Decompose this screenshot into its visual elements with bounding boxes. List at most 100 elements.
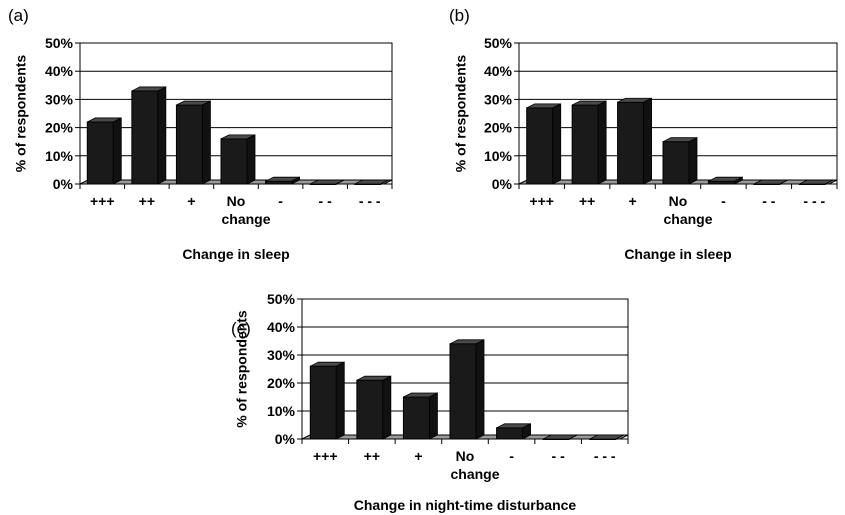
y-tick-label: 40% (267, 319, 296, 335)
bar-side (552, 103, 562, 185)
bar (175, 100, 211, 185)
bar-front (617, 101, 645, 185)
bar-side (380, 179, 389, 185)
x-category-label: ++ (579, 193, 595, 209)
bar (402, 392, 438, 440)
bar-front (526, 107, 554, 185)
bar-side (734, 176, 743, 185)
bar (617, 97, 652, 185)
bar-front (309, 365, 337, 440)
bar-side (688, 137, 698, 185)
x-category-label: +++ (313, 448, 338, 464)
x-category-label: No (669, 193, 688, 209)
bar-side (643, 97, 652, 185)
y-tick-label: 40% (45, 63, 74, 79)
bar (662, 137, 698, 185)
bar (589, 434, 624, 440)
bar-front (707, 180, 735, 185)
bar (526, 103, 562, 185)
bar-side (597, 100, 607, 185)
bar-front (496, 427, 524, 440)
y-tick-label: 50% (45, 35, 74, 51)
bar-side (779, 179, 789, 185)
x-category-label: + (187, 193, 195, 209)
bar-side (291, 176, 300, 185)
bar-front (571, 104, 599, 185)
x-category-label: No (227, 193, 246, 209)
y-tick-label: 10% (45, 148, 74, 164)
bar-side (522, 423, 531, 440)
x-category-label: - (721, 193, 726, 209)
y-tick-label: 0% (492, 176, 513, 192)
bar-side (429, 392, 438, 440)
bar-side (825, 179, 834, 185)
y-tick-label: 50% (484, 35, 513, 51)
bar-front (402, 396, 430, 440)
bar (753, 179, 789, 185)
x-category-label: ++ (139, 193, 155, 209)
y-tick-label: 30% (267, 347, 296, 363)
y-tick-label: 20% (484, 120, 513, 136)
x-category-label: change (221, 211, 270, 227)
x-category-label: change (450, 466, 499, 482)
bar (449, 339, 485, 440)
bar-side (246, 134, 256, 185)
bar-side (615, 434, 624, 440)
bar-side (112, 117, 122, 185)
y-axis-title: % of respondents (234, 310, 250, 428)
x-axis-title: Change in sleep (624, 246, 731, 262)
x-axis-title: Change in sleep (182, 246, 289, 262)
bar (309, 179, 345, 185)
bar-front (356, 379, 384, 440)
y-tick-label: 50% (267, 291, 296, 307)
y-tick-label: 0% (53, 176, 74, 192)
x-category-label: - - - (359, 193, 381, 209)
bar-side (568, 434, 578, 440)
y-axis-title: % of respondents (13, 55, 29, 173)
bar-front (662, 141, 690, 185)
y-tick-label: 20% (45, 120, 74, 136)
x-category-label: - (509, 448, 514, 464)
bar-front (86, 121, 114, 185)
x-category-label: - - - (803, 193, 825, 209)
bar-side (382, 375, 392, 440)
x-category-label: + (628, 193, 636, 209)
bar (707, 176, 743, 185)
bar-side (202, 100, 211, 185)
bar (309, 361, 345, 440)
panel-letter: (b) (449, 6, 470, 25)
panel-letter: (a) (8, 6, 29, 25)
x-category-label: +++ (529, 193, 554, 209)
y-tick-label: 40% (484, 63, 513, 79)
x-category-label: + (414, 448, 422, 464)
bar (131, 86, 167, 185)
x-category-label: change (663, 211, 712, 227)
bar-side (157, 86, 167, 185)
y-tick-label: 10% (484, 148, 513, 164)
x-category-label: - - (762, 193, 776, 209)
bar-side (475, 339, 485, 440)
y-tick-label: 30% (45, 91, 74, 107)
bar-front (265, 180, 293, 185)
y-tick-label: 0% (275, 431, 296, 447)
x-category-label: No (456, 448, 475, 464)
x-category-label: - - - (594, 448, 616, 464)
bar-front (131, 90, 159, 185)
bar (86, 117, 122, 185)
bar (356, 375, 392, 440)
x-category-label: - (278, 193, 283, 209)
y-tick-label: 20% (267, 375, 296, 391)
x-category-label: - - (552, 448, 566, 464)
bar (496, 423, 531, 440)
bar-side (335, 361, 345, 440)
bar (571, 100, 607, 185)
bar-front (175, 104, 203, 185)
bar-side (335, 179, 345, 185)
bar-front (220, 138, 248, 185)
bar (220, 134, 256, 185)
panel-letter: (c) (231, 319, 251, 338)
bar (265, 176, 300, 185)
